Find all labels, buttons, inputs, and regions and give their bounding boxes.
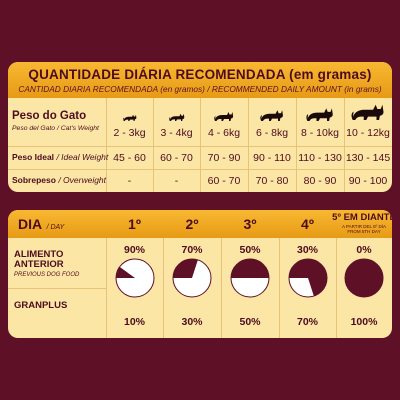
overweight-cell: 60 - 70 xyxy=(207,175,241,187)
table-subtitle: CANTIDAD DIARIA RECOMENDADA (en gramos) … xyxy=(18,84,382,94)
day-header: 3º xyxy=(243,216,257,232)
ideal-weight-label: Peso Ideal / Ideal Weight xyxy=(12,152,108,162)
table-title-banner: QUANTIDADE DIÁRIA RECOMENDADA (em gramas… xyxy=(8,62,392,98)
weight-label: Peso do Gato xyxy=(12,110,87,122)
ratio-pie-chart xyxy=(230,258,270,298)
column-divider xyxy=(221,238,222,338)
previous-food-pct: 30% xyxy=(296,244,318,256)
ideal-label-sub: / Ideal Weight xyxy=(56,152,109,162)
day-header: 4º xyxy=(301,216,314,232)
day-header: 5º EM DIANTE xyxy=(332,212,392,223)
overweight-cell: 80 - 90 xyxy=(303,175,337,187)
granplus-slice xyxy=(173,259,198,278)
previous-food-pct: 50% xyxy=(239,244,261,256)
day-label: DIA / DAY xyxy=(18,216,64,234)
overweight-label: Sobrepeso / Overweight xyxy=(12,175,106,185)
ideal-weight-cell: 70 - 90 xyxy=(207,152,241,164)
ideal-weight-row: Peso Ideal / Ideal Weight xyxy=(8,146,392,169)
day-header: 1º xyxy=(128,216,141,232)
weight-cell: 2 - 3kg xyxy=(113,127,146,139)
table-title: QUANTIDADE DIÁRIA RECOMENDADA (em gramas… xyxy=(28,67,372,82)
granplus-pct: 70% xyxy=(296,316,318,328)
ideal-weight-cell: 130 - 145 xyxy=(345,152,391,164)
column-divider xyxy=(279,238,280,338)
column-divider xyxy=(106,238,107,338)
previous-food-row: ALIMENTO ANTERIOR PREVIOUS DOG FOOD xyxy=(8,246,392,286)
cat-silhouette-icon xyxy=(260,109,283,121)
ideal-weight-cell: 60 - 70 xyxy=(160,152,193,164)
granplus-slice xyxy=(231,259,269,278)
day-label-sub: / DAY xyxy=(46,224,65,231)
previous-food-label: ALIMENTO ANTERIOR PREVIOUS DOG FOOD xyxy=(14,250,79,280)
column-divider xyxy=(200,98,201,192)
cat-silhouette-icon xyxy=(122,114,136,122)
cat-silhouette-icon xyxy=(168,113,184,122)
granplus-row: GRANPLUS xyxy=(8,298,392,318)
column-divider xyxy=(248,98,249,192)
overweight-row: Sobrepeso / Overweight xyxy=(8,169,392,192)
granplus-pct: 100% xyxy=(350,316,378,328)
weight-cell: 6 - 8kg xyxy=(255,127,289,139)
ideal-weight-cell: 45 - 60 xyxy=(113,152,146,164)
granplus-pct: 30% xyxy=(181,316,203,328)
column-divider xyxy=(163,238,164,338)
ratio-pie-chart xyxy=(288,258,327,298)
previous-food-pct: 0% xyxy=(356,244,372,256)
day-header-bar: DIA / DAY xyxy=(8,210,392,238)
weight-cell: 4 - 6kg xyxy=(207,127,241,139)
prev-label-line2: ANTERIOR xyxy=(14,259,64,270)
daily-amount-table: QUANTIDADE DIÁRIA RECOMENDADA (em gramas… xyxy=(8,62,392,192)
overweight-cell: 70 - 80 xyxy=(255,175,289,187)
cat-silhouette-icon xyxy=(306,107,333,121)
previous-food-pct: 90% xyxy=(123,244,145,256)
ideal-weight-cell: 90 - 110 xyxy=(253,152,291,164)
day-header: 2º xyxy=(185,216,199,232)
previous-food-pct: 70% xyxy=(181,244,203,256)
column-divider xyxy=(296,98,297,192)
prev-label-line1: ALIMENTO xyxy=(14,249,64,260)
ideal-label-main: Peso Ideal xyxy=(12,152,55,162)
granplus-label: GRANPLUS xyxy=(14,300,68,311)
day-label-main: DIA xyxy=(18,216,43,232)
granplus-pct: 10% xyxy=(123,316,145,328)
over-label-main: Sobrepeso xyxy=(12,175,56,185)
overweight-cell: - xyxy=(174,175,179,187)
weight-cell: 3 - 4kg xyxy=(160,127,193,139)
weight-cell: 10 - 12kg xyxy=(346,127,390,139)
column-divider xyxy=(344,98,345,192)
column-divider xyxy=(106,98,107,192)
cat-silhouette-icon xyxy=(351,104,384,121)
cat-silhouette-icon xyxy=(214,112,234,121)
granplus-slice xyxy=(345,259,383,297)
weight-sublabel: Peso del Gato / Cat's Weight xyxy=(12,125,99,132)
row-divider xyxy=(8,169,392,170)
weight-cell: 8 - 10kg xyxy=(301,127,339,139)
ratio-pie-chart xyxy=(344,258,384,298)
overweight-cell: - xyxy=(127,175,132,187)
granplus-slice xyxy=(288,259,327,297)
day5-sublabel: A PARTIR DEL 5º DÍA FROM 5TH DAY xyxy=(341,224,387,234)
row-divider xyxy=(8,146,392,147)
column-divider xyxy=(336,238,337,338)
cat-weight-row: Peso do Gato Peso del Gato / Cat's Weigh… xyxy=(8,98,392,146)
over-label-sub: / Overweight xyxy=(58,175,107,185)
ratio-pie-chart xyxy=(172,258,212,298)
overweight-cell: 90 - 100 xyxy=(348,175,388,187)
prev-sublabel: PREVIOUS DOG FOOD xyxy=(14,272,80,278)
ideal-weight-cell: 110 - 130 xyxy=(298,152,342,164)
granplus-slice xyxy=(115,266,135,278)
transition-table: DIA / DAY ALIMENTO ANTERIOR PREVIOUS DOG… xyxy=(8,210,392,338)
column-divider xyxy=(153,98,154,192)
ratio-pie-chart xyxy=(115,258,154,298)
granplus-pct: 50% xyxy=(239,316,261,328)
row-divider xyxy=(8,288,106,289)
